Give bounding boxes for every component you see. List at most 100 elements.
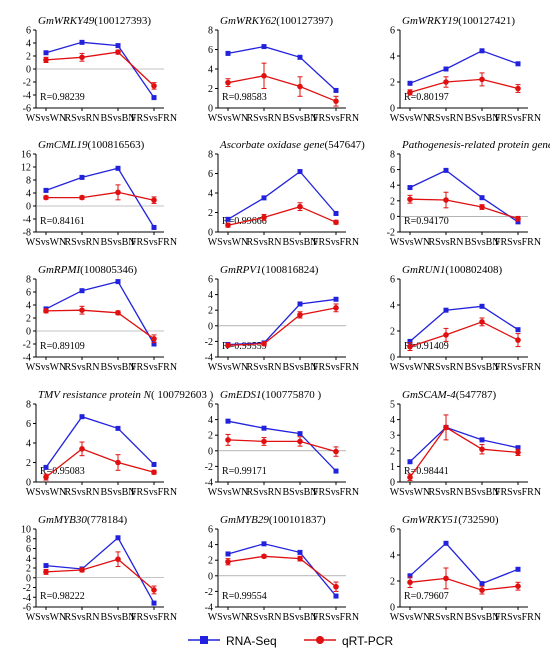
rna-seq-line (409, 169, 519, 223)
x-tick-label: BSvsBN (282, 362, 317, 373)
legend-qrt-label: qRT-PCR (342, 634, 394, 648)
panel-title-gene: Ascorbate oxidase gene (219, 139, 325, 151)
panel-title-id: (100802408) (445, 264, 502, 276)
panel-title-id: (100127393) (94, 15, 151, 27)
qrt-pcr-point (479, 319, 485, 325)
panel-title-gene: GmWRKY51 (402, 514, 458, 526)
panel-title-gene: GmSCAM-4 (402, 389, 456, 401)
qrt-pcr-point (43, 57, 49, 63)
x-tick-label: WSvsWN (208, 113, 249, 124)
qrt-pcr-point (43, 194, 49, 201)
y-tick-label: 6 (390, 26, 395, 37)
y-tick-label: 3 (390, 431, 395, 442)
y-tick-label: 4 (208, 290, 213, 301)
panel-title: GmWRKY62(100127397) (220, 15, 333, 27)
x-tick-label: RSvsRN (428, 113, 463, 124)
rna-seq-point (407, 80, 413, 86)
panel-title-gene: GmWRKY49 (38, 15, 95, 27)
panel-title: GmSCAM-4(547787) (402, 389, 496, 401)
panel-title: Pathogenesis-related protein gene(100306… (401, 139, 550, 151)
y-tick-label: 4 (390, 52, 395, 63)
x-tick-label: FRSvsFRN (131, 487, 177, 498)
x-tick-label: BSvsBN (282, 487, 317, 498)
rna-seq-line (227, 298, 337, 346)
rna-seq-line (409, 305, 519, 342)
x-tick-label: FRSvsFRN (313, 113, 359, 124)
x-tick-label: RSvsRN (246, 113, 281, 124)
rna-seq-point (297, 169, 303, 175)
qrt-pcr-point (43, 569, 49, 575)
panel-title-gene: Pathogenesis-related protein gene (401, 139, 550, 151)
panel-title: GmWRKY19(100127421) (402, 15, 515, 27)
x-tick-label: BSvsBN (464, 487, 499, 498)
y-tick-label: 6 (26, 288, 31, 299)
correlation-label: R=0.98583 (222, 92, 267, 103)
y-tick-label: 0 (26, 478, 31, 489)
rna-seq-point (225, 50, 231, 56)
rna-seq-point (43, 464, 49, 470)
x-tick-label: WSvsWN (208, 612, 249, 623)
rna-seq-point (297, 549, 303, 555)
qrt-pcr-point (333, 305, 339, 311)
panel-title-id: (100816824) (262, 264, 319, 276)
y-tick-label: -2 (205, 462, 213, 473)
correlation-label: R=0.79607 (404, 591, 449, 602)
qrt-pcr-point (407, 196, 413, 203)
panel-title: GmWRKY51(732590) (402, 514, 499, 526)
rna-seq-point (407, 459, 413, 465)
x-tick-label: FRSvsFRN (131, 612, 177, 623)
qrt-pcr-point (297, 312, 303, 318)
panel-title-gene: GmMYB30 (38, 514, 87, 526)
rna-seq-line (45, 536, 155, 604)
qrt-pcr-point (297, 555, 303, 562)
y-tick-label: 2 (208, 556, 213, 567)
rna-seq-point (261, 541, 267, 547)
rna-seq-line (45, 41, 155, 98)
qrt-pcr-point (515, 215, 521, 222)
y-tick-label: 0 (26, 202, 31, 213)
x-tick-label: BSvsBN (100, 237, 135, 248)
rna-seq-point (443, 66, 449, 72)
x-tick-label: BSvsBN (464, 237, 499, 248)
y-tick-label: 6 (208, 45, 213, 56)
x-tick-label: WSvsWN (208, 487, 249, 498)
rna-seq-point (333, 593, 339, 599)
qrt-pcr-point (333, 448, 339, 455)
rna-seq-point (79, 414, 85, 420)
rna-seq-point (261, 44, 267, 50)
x-tick-label: WSvsWN (26, 362, 67, 373)
panel-title: GmMYB29(100101837) (220, 514, 326, 526)
x-tick-label: FRSvsFRN (313, 487, 359, 498)
qrt-pcr-point (333, 583, 339, 590)
panel-title-gene: GmCML19 (38, 139, 88, 151)
qrt-pcr-point (515, 85, 521, 92)
rna-seq-point (225, 216, 231, 222)
y-tick-label: -4 (23, 593, 31, 604)
qrt-pcr-point (151, 83, 157, 89)
y-tick-label: 2 (390, 196, 395, 207)
correlation-label: R=0.99171 (222, 466, 267, 477)
correlation-label: R=0.95083 (40, 466, 85, 477)
qrt-pcr-line (45, 51, 155, 87)
panel-title: GmEDS1(100775870 ) (220, 389, 321, 401)
qrt-pcr-line (45, 558, 155, 591)
x-tick-label: RSvsRN (246, 237, 281, 248)
y-tick-label: -4 (23, 215, 31, 226)
x-tick-label: BSvsBN (100, 487, 135, 498)
y-tick-label: -8 (23, 228, 31, 239)
rna-seq-point (297, 54, 303, 60)
x-tick-label: RSvsRN (64, 362, 99, 373)
panel-title-gene: TMV resistance protein N (38, 389, 152, 401)
y-tick-label: -6 (23, 603, 31, 614)
qrt-pcr-point (225, 437, 231, 443)
qrt-pcr-point (407, 579, 413, 586)
rna-seq-point (297, 431, 303, 437)
rna-seq-point (151, 224, 157, 230)
y-tick-label: 6 (208, 525, 213, 536)
x-tick-label: RSvsRN (64, 612, 99, 623)
panel-title: Ascorbate oxidase gene(547647) (219, 139, 365, 151)
x-tick-label: RSvsRN (246, 487, 281, 498)
qrt-pcr-point (151, 197, 157, 203)
y-tick-label: 4 (208, 415, 213, 426)
